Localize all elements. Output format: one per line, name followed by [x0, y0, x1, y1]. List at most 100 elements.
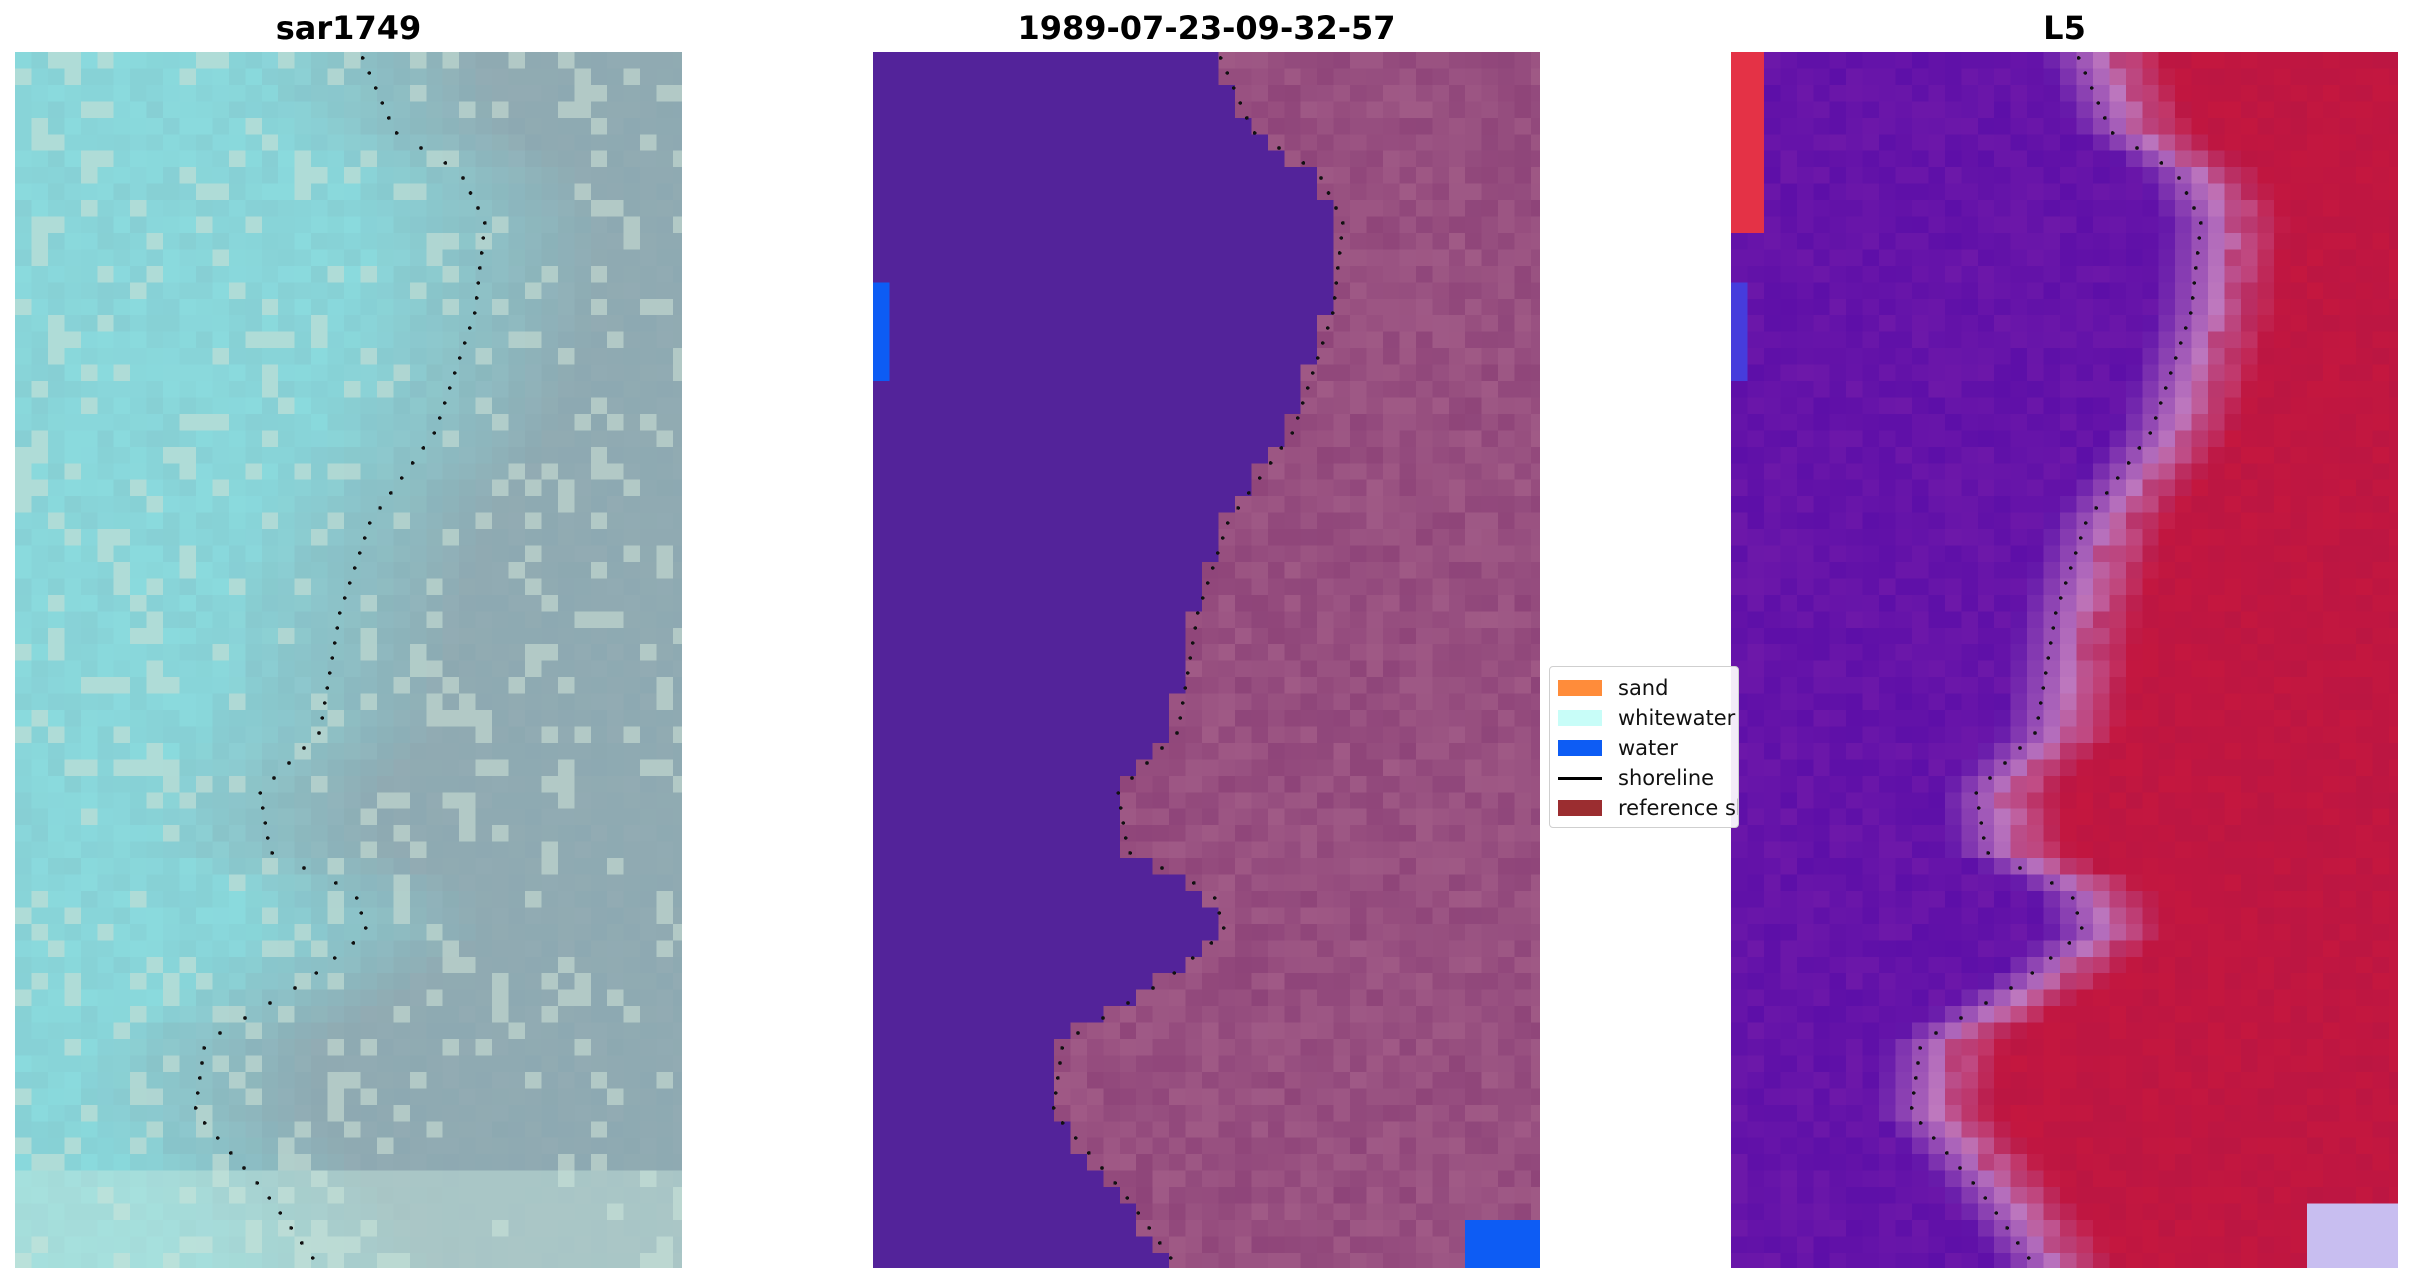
rgb-image-pixel	[376, 381, 394, 399]
rgb-image-pixel	[492, 660, 510, 678]
classified-image-pixel	[1382, 265, 1400, 283]
classified-image-pixel	[1399, 134, 1417, 152]
rgb-image-pixel	[47, 1154, 65, 1172]
classified-image-pixel	[1350, 200, 1368, 218]
classified-image-pixel	[889, 364, 907, 382]
rgb-image-pixel	[195, 1252, 213, 1268]
rgb-image-pixel	[294, 561, 312, 579]
rgb-image-pixel	[80, 1252, 98, 1268]
rgb-image-pixel	[360, 1104, 378, 1122]
shoreline-point	[270, 851, 274, 855]
rgb-image-pixel	[97, 167, 115, 185]
rgb-image-pixel	[409, 1187, 427, 1205]
classified-image-pixel	[1300, 463, 1318, 481]
classified-image-pixel	[1251, 331, 1269, 349]
rgb-image-pixel	[64, 216, 82, 234]
rgb-image-pixel	[459, 512, 477, 530]
classified-image-pixel	[1185, 660, 1203, 678]
rgb-image-pixel	[426, 446, 444, 464]
rgb-image-pixel	[130, 101, 148, 119]
rgb-image-pixel	[15, 808, 33, 826]
rgb-image-pixel	[278, 479, 296, 497]
rgb-image-pixel	[541, 594, 559, 612]
rgb-image-pixel	[492, 627, 510, 645]
rgb-image-pixel	[492, 940, 510, 958]
rgb-image-pixel	[294, 381, 312, 399]
classified-image-pixel	[938, 430, 956, 448]
rgb-image-pixel	[278, 68, 296, 86]
rgb-image-pixel	[393, 1187, 411, 1205]
rgb-image-pixel	[541, 463, 559, 481]
classified-image-pixel	[1037, 101, 1055, 119]
rgb-image-pixel	[426, 364, 444, 382]
rgb-image-pixel	[113, 200, 131, 218]
rgb-image-pixel	[97, 1071, 115, 1089]
rgb-image-pixel	[376, 956, 394, 974]
classified-image-pixel	[1399, 627, 1417, 645]
classified-image-pixel	[1514, 265, 1532, 283]
rgb-image-pixel	[393, 479, 411, 497]
classified-image-pixel	[988, 413, 1006, 431]
classified-image-pixel	[1399, 759, 1417, 777]
rgb-image-pixel	[475, 1071, 493, 1089]
classified-image-pixel	[1152, 677, 1170, 695]
classified-image-pixel	[1218, 265, 1236, 283]
classified-image-pixel	[1103, 594, 1121, 612]
classified-image-pixel	[988, 578, 1006, 596]
rgb-image-pixel	[590, 989, 608, 1007]
classified-image-pixel	[1382, 282, 1400, 300]
rgb-image-pixel	[245, 216, 263, 234]
rgb-image-pixel	[47, 710, 65, 728]
classified-image-pixel	[1004, 200, 1022, 218]
rgb-image-pixel	[245, 594, 263, 612]
rgb-image-pixel	[130, 463, 148, 481]
shoreline-point	[355, 896, 359, 900]
rgb-image-pixel	[261, 989, 279, 1007]
rgb-image-pixel	[442, 677, 460, 695]
rgb-image-pixel	[130, 496, 148, 514]
rgb-image-pixel	[442, 167, 460, 185]
classified-image-pixel	[905, 282, 923, 300]
rgb-image-pixel	[327, 973, 345, 991]
rgb-image-pixel	[15, 710, 33, 728]
rgb-image-pixel	[459, 1187, 477, 1205]
classified-image-pixel	[955, 331, 973, 349]
classified-image-pixel	[1267, 644, 1285, 662]
classified-image-pixel	[1498, 249, 1516, 267]
classified-image-pixel	[1531, 397, 1540, 415]
rgb-image-pixel	[442, 496, 460, 514]
rgb-image-pixel	[31, 84, 49, 102]
classified-image-pixel	[1415, 759, 1433, 777]
rgb-image-pixel	[442, 479, 460, 497]
rgb-image-pixel	[442, 1104, 460, 1122]
rgb-image-pixel	[261, 52, 279, 70]
rgb-image-pixel	[195, 825, 213, 843]
classified-image-panel	[873, 52, 1540, 1268]
classified-image-pixel	[1415, 101, 1433, 119]
rgb-image-pixel	[524, 298, 542, 316]
classified-image-pixel	[1086, 265, 1104, 283]
rgb-image-pixel	[130, 1006, 148, 1024]
classified-image-pixel	[988, 68, 1006, 86]
rgb-image-pixel	[327, 381, 345, 399]
classified-image-pixel	[1465, 348, 1483, 366]
classified-image-pixel	[1119, 216, 1137, 234]
shoreline-point	[360, 56, 365, 60]
rgb-image-pixel	[80, 660, 98, 678]
classified-image-pixel	[1103, 200, 1121, 218]
classified-image-pixel	[1267, 710, 1285, 728]
shoreline-point	[389, 491, 393, 495]
classified-image-pixel	[988, 545, 1006, 563]
classified-image-pixel	[1169, 413, 1187, 431]
rgb-image-pixel	[475, 858, 493, 876]
rgb-image-pixel	[97, 101, 115, 119]
classified-image-pixel	[1053, 446, 1071, 464]
classified-image-pixel	[1021, 348, 1039, 366]
classified-image-pixel	[1498, 331, 1516, 349]
rgb-image-pixel	[15, 216, 33, 234]
classified-image-pixel	[1103, 463, 1121, 481]
classified-image-pixel	[1350, 545, 1368, 563]
rgb-image-pixel	[524, 117, 542, 135]
classified-image-pixel	[1218, 134, 1236, 152]
classified-image-pixel	[938, 611, 956, 629]
